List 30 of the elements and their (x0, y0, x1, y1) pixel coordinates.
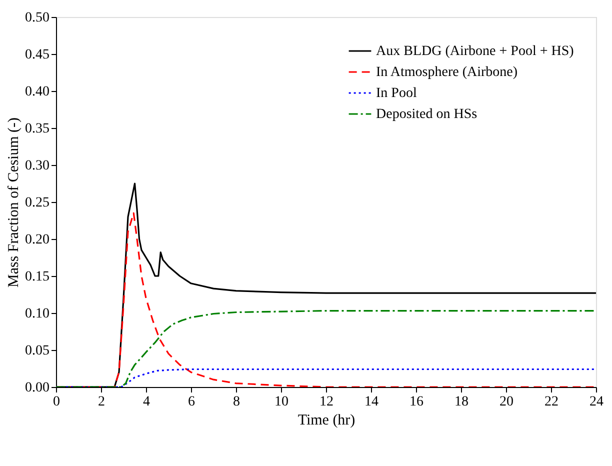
legend-label: Deposited on HSs (376, 107, 478, 122)
x-tick-label: 18 (454, 394, 468, 410)
x-tick-label: 6 (188, 394, 195, 410)
x-tick-label: 16 (410, 394, 424, 410)
y-tick-label: 0.15 (25, 270, 50, 284)
y-tick-label: 0.40 (25, 84, 50, 100)
y-tick-label: 0.25 (25, 196, 50, 210)
x-tick-label: 8 (233, 394, 240, 410)
y-tick-label: 0.00 (25, 380, 50, 396)
y-tick-label: 0.35 (25, 122, 50, 136)
x-tick-label: 2 (98, 394, 105, 410)
y-tick-label: 0.50 (25, 10, 50, 26)
x-tick-label: 10 (274, 394, 288, 410)
y-axis-title: Mass Fraction of Cesium (-) (6, 118, 22, 288)
legend-label: Aux BLDG (Airbone + Pool + HS) (376, 44, 574, 59)
y-tick-label: 0.05 (25, 344, 50, 358)
x-axis-title: Time (hr) (298, 412, 356, 428)
y-tick-label: 0.10 (25, 306, 50, 322)
x-tick-label: 24 (590, 394, 604, 410)
y-tick-label: 0.30 (25, 158, 50, 174)
x-tick-label: 0 (53, 394, 60, 410)
x-tick-label: 14 (364, 394, 378, 410)
y-tick-label: 0.45 (25, 48, 50, 62)
x-tick-label: 12 (320, 394, 334, 410)
legend-label: In Pool (376, 86, 417, 101)
x-tick-label: 20 (500, 394, 514, 410)
x-tick-label: 22 (544, 394, 558, 410)
y-tick-label: 0.20 (25, 232, 50, 248)
legend-label: In Atmosphere (Airbone) (376, 65, 518, 80)
x-tick-label: 4 (143, 394, 150, 410)
